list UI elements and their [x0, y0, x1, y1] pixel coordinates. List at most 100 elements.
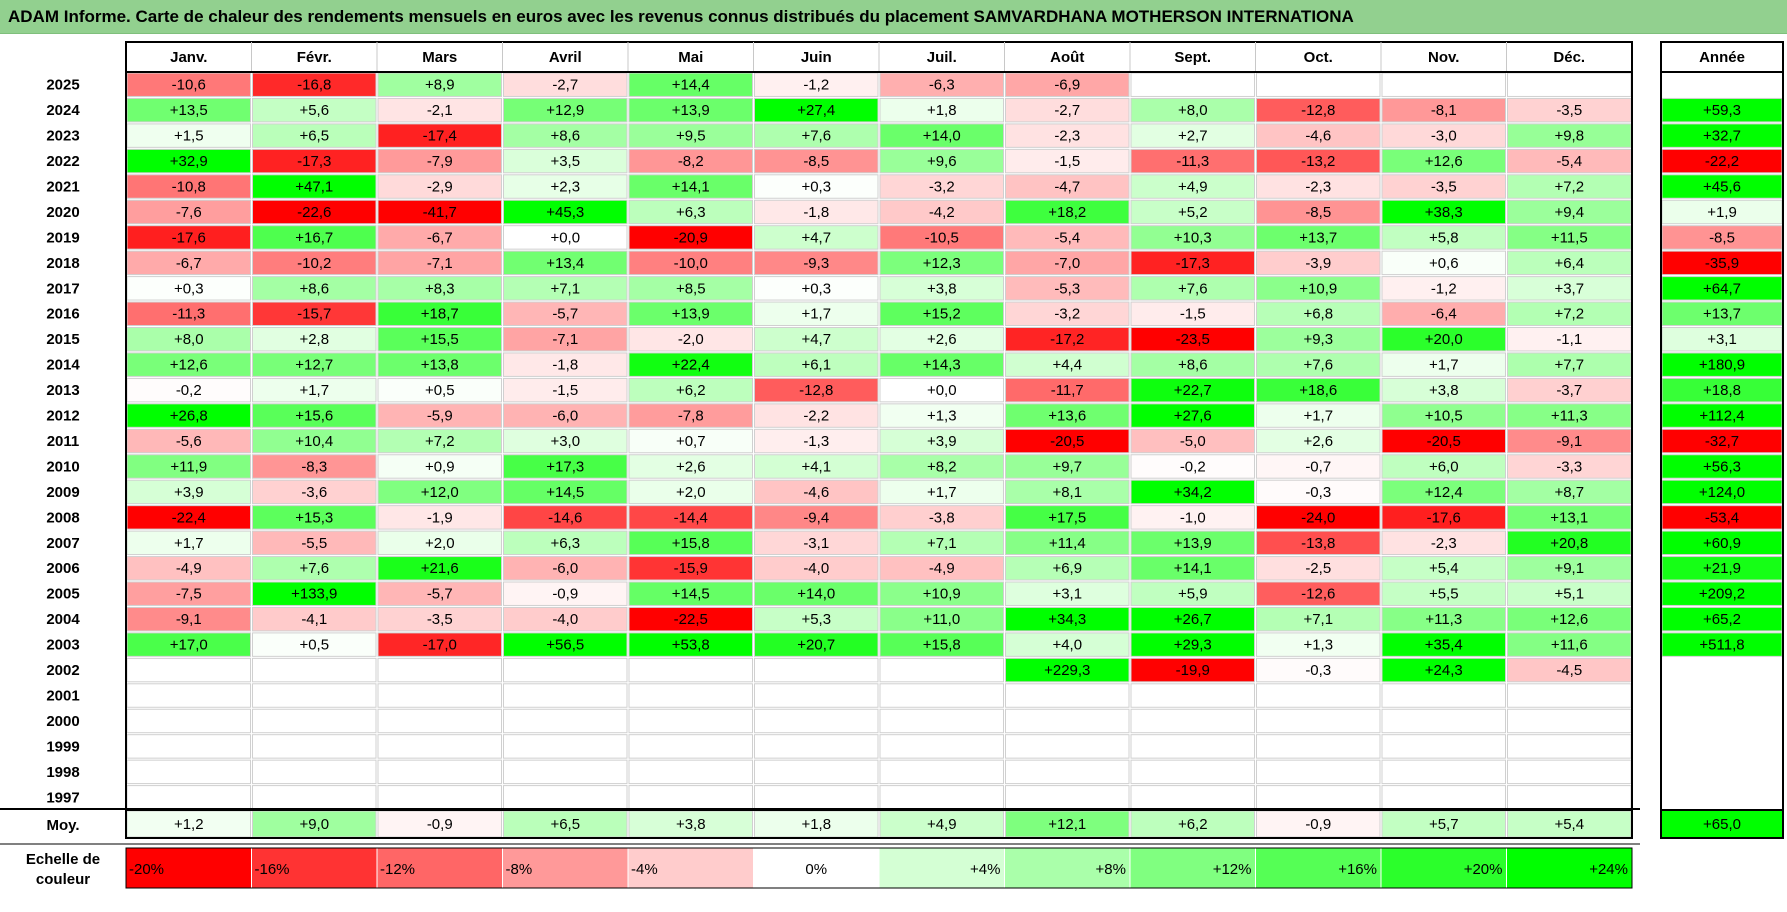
cell-value-2023-8: -2,3 [1054, 128, 1080, 145]
cell-2014-3 [377, 352, 502, 377]
cell-value-2012-2: +15,6 [295, 408, 333, 425]
cell-value-2013-12: -3,7 [1556, 382, 1582, 399]
cell-2015-9 [1130, 327, 1255, 352]
cell-1997-9 [1130, 785, 1255, 810]
cell-value-2018-9: -17,3 [1176, 255, 1210, 272]
cell-value-2006-5: -15,9 [674, 560, 708, 577]
annual-value-2009: +124,0 [1699, 484, 1745, 501]
cell-2007-9 [1130, 530, 1255, 556]
cell-2010-10 [1256, 454, 1381, 479]
cell-2000-7 [879, 708, 1004, 734]
annual-value-2014: +180,9 [1699, 357, 1745, 374]
scale-label-9: +12% [1213, 861, 1252, 878]
cell-value-2025-3: +8,9 [425, 77, 455, 94]
cell-value-2025-6: -1,2 [803, 77, 829, 94]
cell-value-2025-1: -10,6 [172, 77, 206, 94]
cell-value-2008-8: +17,5 [1048, 509, 1086, 526]
cell-value-2021-3: -2,9 [427, 178, 453, 195]
cell-value-2009-12: +8,7 [1554, 484, 1584, 501]
cell-value-2014-1: +12,6 [170, 357, 208, 374]
cell-value-2004-2: -4,1 [301, 611, 327, 628]
cell-2022-6 [754, 148, 879, 174]
cell-value-2013-8: -11,7 [1051, 382, 1084, 399]
cell-value-2023-10: -4,6 [1305, 128, 1331, 145]
column-header-11: Nov. [1428, 49, 1459, 66]
cell-2003-7 [879, 632, 1004, 657]
cell-value-2006-2: +7,6 [299, 560, 329, 577]
row-label-2025: 2025 [46, 77, 79, 94]
cell-value-2016-12: +7,2 [1554, 306, 1584, 323]
cell-2000-12 [1507, 708, 1632, 734]
cell-value-2017-8: -5,3 [1054, 280, 1080, 297]
cell-value-2013-4: -1,5 [552, 382, 578, 399]
cell-value-2003-7: +15,8 [923, 637, 961, 654]
cell-2005-10 [1256, 581, 1381, 606]
cell-2020-9 [1130, 199, 1255, 225]
cell-2014-7 [879, 352, 1004, 377]
cell-value-2009-1: +3,9 [174, 484, 204, 501]
cell-2011-4 [503, 428, 628, 454]
cell-value-2007-8: +11,4 [1049, 535, 1086, 552]
cell-value-2015-2: +2,8 [299, 331, 329, 348]
cell-1998-5 [628, 759, 753, 785]
cell-2015-10 [1256, 327, 1381, 352]
annual-value-2020: +1,9 [1707, 204, 1737, 221]
cell-value-2007-9: +13,9 [1174, 535, 1212, 552]
annual-cell-1998 [1662, 760, 1782, 784]
cell-value-2020-7: -4,2 [929, 204, 955, 221]
cell-value-2023-11: -3,0 [1431, 128, 1457, 145]
cell-value-2007-4: +6,3 [550, 535, 580, 552]
annual-cell-1999 [1662, 734, 1782, 759]
row-label-2024: 2024 [46, 102, 80, 119]
cell-value-2021-5: +14,1 [672, 178, 710, 195]
cell-value-2024-9: +8,0 [1178, 102, 1208, 119]
cell-value-2020-8: +18,2 [1048, 204, 1086, 221]
cell-value-2010-1: +11,9 [170, 458, 207, 475]
cell-1997-5 [628, 785, 753, 810]
cell-2021-5 [628, 174, 753, 199]
cell-2001-6 [754, 683, 879, 708]
cell-1997-10 [1256, 785, 1381, 810]
cell-value-2007-3: +2,0 [425, 535, 455, 552]
cell-value-2011-6: -1,3 [803, 433, 829, 450]
average-cell-11 [1381, 810, 1506, 838]
cell-value-2004-10: +7,1 [1303, 611, 1333, 628]
cell-2011-6 [754, 428, 879, 454]
cell-value-2014-4: -1,8 [552, 357, 578, 374]
row-label-2005: 2005 [46, 586, 79, 603]
cell-value-2016-8: -3,2 [1054, 306, 1080, 323]
cell-value-2014-3: +13,8 [421, 357, 459, 374]
cell-1998-10 [1256, 759, 1381, 785]
cell-2012-4 [503, 403, 628, 428]
annual-value-2022: -22,2 [1705, 153, 1739, 170]
cell-2001-4 [503, 683, 628, 708]
cell-2012-5 [628, 403, 753, 428]
cell-value-2020-2: -22,6 [297, 204, 331, 221]
cell-2002-4 [503, 657, 628, 683]
cell-value-2012-6: -2,2 [803, 408, 829, 425]
cell-2003-3 [377, 632, 502, 657]
row-label-2003: 2003 [46, 637, 79, 654]
row-label-2022: 2022 [46, 153, 79, 170]
cell-value-2022-4: +3,5 [550, 153, 580, 170]
cell-value-2002-11: +24,3 [1425, 662, 1463, 679]
cell-2018-3 [377, 250, 502, 276]
cell-value-2025-8: -6,9 [1054, 77, 1080, 94]
average-cell-5 [628, 810, 753, 838]
cell-value-2015-12: -1,1 [1556, 331, 1582, 348]
annual-value-2011: -32,7 [1705, 433, 1739, 450]
cell-value-2006-10: -2,5 [1305, 560, 1331, 577]
cell-2017-7 [879, 276, 1004, 301]
cell-2002-6 [754, 657, 879, 683]
cell-2001-1 [126, 683, 251, 708]
annual-cell-2025 [1662, 73, 1782, 97]
cell-value-2023-4: +8,6 [550, 128, 580, 145]
cell-2004-7 [879, 606, 1004, 632]
cell-value-2021-12: +7,2 [1554, 178, 1584, 195]
cell-2019-3 [377, 225, 502, 250]
cell-2023-6 [754, 123, 879, 148]
average-value-6: +1,8 [801, 816, 831, 833]
cell-2015-6 [754, 327, 879, 352]
cell-value-2013-10: +18,6 [1299, 382, 1337, 399]
cell-2003-6 [754, 632, 879, 657]
